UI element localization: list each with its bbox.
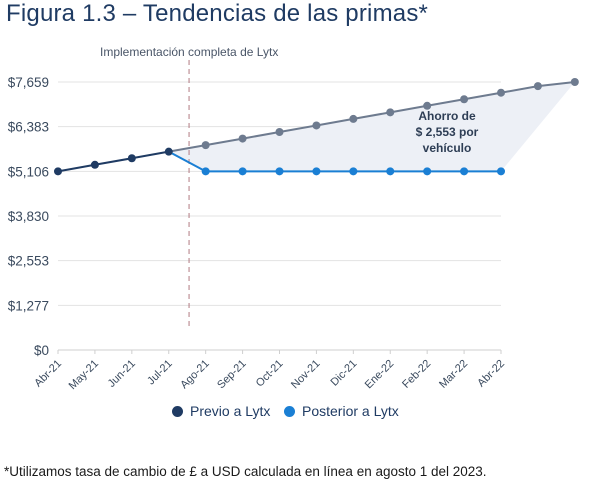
y-tick-label: $1,277 bbox=[8, 298, 49, 313]
proyeccion-point bbox=[497, 88, 505, 97]
savings-area bbox=[168, 82, 575, 172]
legend-item-previo[interactable]: Previo a Lytx bbox=[172, 403, 270, 419]
proyeccion-point bbox=[460, 95, 469, 104]
legend-label-posterior: Posterior a Lytx bbox=[302, 403, 399, 419]
legend-item-posterior[interactable]: Posterior a Lytx bbox=[284, 403, 399, 419]
posterior-point bbox=[423, 167, 432, 176]
x-tick-label: Ago-21 bbox=[178, 358, 212, 392]
x-tick-label: Feb-22 bbox=[400, 358, 433, 391]
proyeccion-point bbox=[201, 141, 210, 150]
posterior-points bbox=[201, 167, 505, 176]
posterior-point bbox=[275, 167, 284, 176]
series-line-proyeccion bbox=[168, 81, 575, 153]
y-tick-label: $6,383 bbox=[8, 120, 49, 135]
savings-annotation-line: $ 2,553 por bbox=[416, 125, 479, 139]
posterior-point bbox=[497, 167, 505, 176]
previo-point bbox=[54, 167, 62, 176]
footnote: *Utilizamos tasa de cambio de £ a USD ca… bbox=[4, 464, 487, 479]
posterior-point bbox=[460, 167, 469, 176]
proyeccion-point bbox=[386, 108, 395, 117]
previo-point bbox=[90, 160, 99, 169]
proyeccion-point bbox=[570, 78, 579, 86]
proyeccion-point bbox=[533, 82, 542, 91]
y-tick-label: $3,830 bbox=[8, 209, 49, 224]
y-tick-label: $2,553 bbox=[8, 254, 49, 269]
implementation-label: Implementación completa de Lytx bbox=[100, 45, 278, 59]
savings-annotation-line: vehículo bbox=[423, 141, 472, 155]
posterior-point bbox=[386, 167, 395, 176]
posterior-point bbox=[201, 167, 210, 176]
proyeccion-points bbox=[201, 78, 579, 150]
posterior-point bbox=[349, 167, 358, 176]
y-axis: $0 $1,277 $2,553 $3,830 $5,106 $6,383 $7,659 bbox=[8, 75, 49, 358]
x-tick-label: Nov-21 bbox=[289, 358, 323, 392]
y-tick-label: $0 bbox=[34, 343, 49, 358]
x-tick-label: Oct-21 bbox=[254, 358, 286, 390]
proyeccion-point bbox=[312, 121, 321, 130]
x-tick-label: Abr-21 bbox=[32, 358, 64, 390]
x-tick-label: Jul-21 bbox=[145, 358, 175, 388]
previo-point bbox=[127, 154, 136, 163]
x-tick-label: Sep-21 bbox=[215, 358, 249, 392]
y-tick-label: $5,106 bbox=[8, 164, 49, 179]
proyeccion-point bbox=[423, 101, 432, 110]
x-tick-label: Dic-21 bbox=[328, 358, 359, 389]
x-tick-label: Ene-22 bbox=[363, 358, 397, 392]
x-tick-label: Mar-22 bbox=[437, 358, 470, 391]
x-tick-label: Abr-22 bbox=[475, 358, 507, 390]
proyeccion-point bbox=[275, 128, 284, 137]
previo-points bbox=[54, 147, 173, 176]
y-tick-label: $7,659 bbox=[8, 75, 49, 90]
posterior-point bbox=[312, 167, 321, 176]
posterior-point bbox=[238, 167, 247, 176]
x-axis: Abr-21 May-21 Jun-21 Jul-21 Ago-21 Sep-21 Oct-… bbox=[32, 350, 507, 392]
previo-point bbox=[164, 147, 173, 156]
proyeccion-point bbox=[349, 114, 358, 123]
x-tick-label: May-21 bbox=[67, 358, 101, 392]
legend-label-previo: Previo a Lytx bbox=[190, 403, 271, 419]
legend: Previo a Lytx Posterior a Lytx bbox=[0, 403, 560, 423]
series-line-posterior bbox=[168, 150, 501, 173]
legend-marker-previo bbox=[172, 405, 183, 417]
proyeccion-point bbox=[238, 134, 247, 143]
x-tick-label: Jun-21 bbox=[106, 358, 138, 390]
savings-annotation: Ahorro de $ 2,553 por vehículo bbox=[416, 109, 479, 155]
savings-annotation-line: Ahorro de bbox=[418, 109, 476, 123]
chart-title: Figura 1.3 – Tendencias de las primas* bbox=[6, 0, 429, 27]
legend-marker-posterior bbox=[284, 405, 295, 417]
series-line-previo bbox=[57, 150, 169, 173]
